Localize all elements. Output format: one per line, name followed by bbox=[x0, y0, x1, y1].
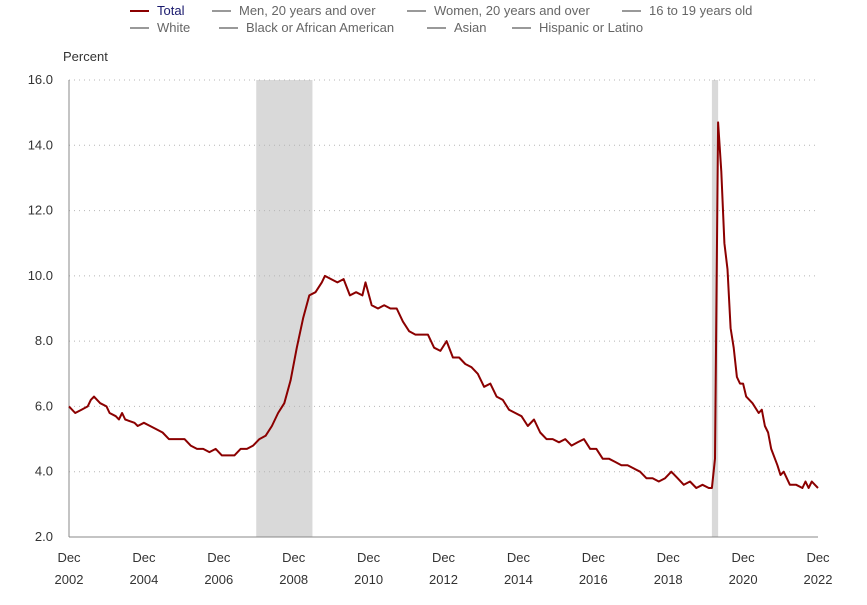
x-tick-year: 2016 bbox=[579, 572, 608, 587]
legend-label: Hispanic or Latino bbox=[539, 20, 644, 35]
x-tick-year: 2014 bbox=[504, 572, 533, 587]
x-tick-year: 2020 bbox=[729, 572, 758, 587]
y-tick-label: 8.0 bbox=[35, 333, 53, 348]
y-tick-label: 4.0 bbox=[35, 464, 53, 479]
legend-label: Black or African American bbox=[246, 20, 395, 35]
legend-swatch bbox=[212, 9, 231, 12]
y-tick-label: 14.0 bbox=[28, 137, 53, 152]
x-tick-month: Dec bbox=[57, 550, 81, 565]
legend-swatch bbox=[407, 9, 426, 12]
x-tick-year: 2012 bbox=[429, 572, 458, 587]
y-tick-label: 16.0 bbox=[28, 72, 53, 87]
x-tick-year: 2004 bbox=[129, 572, 158, 587]
legend-label: White bbox=[157, 20, 191, 35]
legend-label: Total bbox=[157, 3, 185, 18]
y-axis-title: Percent bbox=[63, 49, 108, 64]
recession-bands bbox=[256, 80, 719, 537]
legend-item-hispanic[interactable]: Hispanic or Latino bbox=[512, 20, 643, 35]
legend-label: 16 to 19 years old bbox=[649, 3, 753, 18]
recession-band bbox=[256, 80, 313, 537]
x-tick-month: Dec bbox=[207, 550, 231, 565]
legend-item-asian[interactable]: Asian bbox=[427, 20, 487, 35]
x-tick-month: Dec bbox=[507, 550, 531, 565]
series-layer bbox=[68, 121, 819, 489]
legend-item-black[interactable]: Black or African American bbox=[219, 20, 394, 35]
y-tick-label: 2.0 bbox=[35, 529, 53, 544]
x-tick-year: 2002 bbox=[55, 572, 84, 587]
recession-band bbox=[711, 80, 719, 537]
horizontal-gridlines bbox=[69, 79, 818, 473]
y-axis-ticks: 2.0 4.0 6.0 8.0 10.0 12.0 14.0 16.0 bbox=[28, 72, 53, 544]
legend-item-white[interactable]: White bbox=[130, 20, 190, 35]
y-tick-label: 12.0 bbox=[28, 203, 53, 218]
x-tick-year: 2008 bbox=[279, 572, 308, 587]
chart-legend: Total Men, 20 years and over Women, 20 y… bbox=[0, 0, 867, 40]
series-line-total bbox=[68, 121, 819, 489]
y-tick-label: 10.0 bbox=[28, 268, 53, 283]
y-tick-label: 6.0 bbox=[35, 398, 53, 413]
legend-label: Men, 20 years and over bbox=[239, 3, 376, 18]
legend-label: Asian bbox=[454, 20, 487, 35]
legend-swatch bbox=[427, 26, 446, 29]
x-tick-year: 2022 bbox=[804, 572, 833, 587]
x-tick-month: Dec bbox=[806, 550, 830, 565]
legend-item-men-20-and-over[interactable]: Men, 20 years and over bbox=[212, 3, 376, 18]
legend-swatch bbox=[219, 26, 238, 29]
x-tick-month: Dec bbox=[132, 550, 156, 565]
x-tick-month: Dec bbox=[582, 550, 606, 565]
legend-item-women-20-and-over[interactable]: Women, 20 years and over bbox=[407, 3, 590, 18]
x-tick-year: 2006 bbox=[204, 572, 233, 587]
x-tick-month: Dec bbox=[357, 550, 381, 565]
legend-swatch bbox=[130, 9, 149, 12]
x-tick-year: 2010 bbox=[354, 572, 383, 587]
legend-item-16-to-19[interactable]: 16 to 19 years old bbox=[622, 3, 752, 18]
x-tick-month: Dec bbox=[282, 550, 306, 565]
x-tick-month: Dec bbox=[732, 550, 756, 565]
legend-swatch bbox=[130, 26, 149, 29]
legend-swatch bbox=[512, 26, 531, 29]
legend-label: Women, 20 years and over bbox=[434, 3, 590, 18]
x-tick-year: 2018 bbox=[654, 572, 683, 587]
x-axis-ticks: Dec 2002 Dec 2004 Dec 2006 Dec 2008 Dec 2010 Dec 20… bbox=[55, 550, 833, 587]
x-tick-month: Dec bbox=[432, 550, 456, 565]
legend-item-total[interactable]: Total bbox=[130, 3, 184, 18]
x-tick-month: Dec bbox=[657, 550, 681, 565]
legend-swatch bbox=[622, 9, 641, 12]
